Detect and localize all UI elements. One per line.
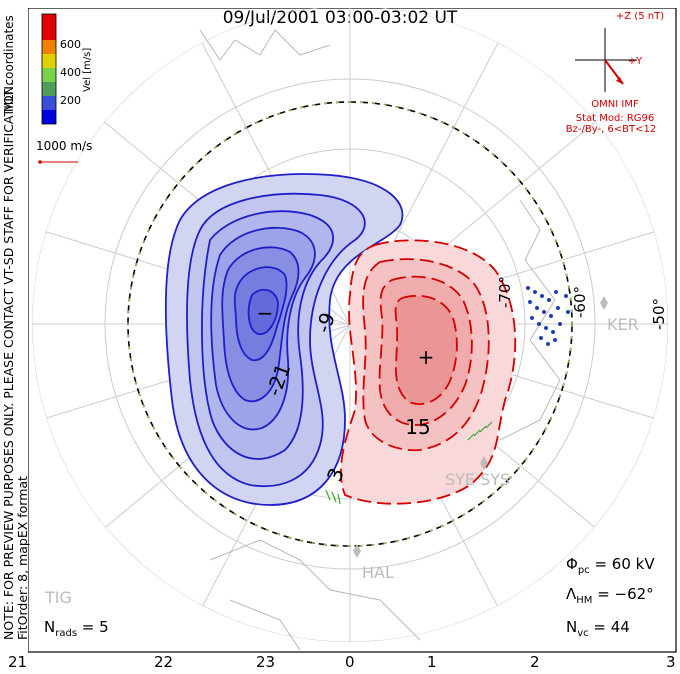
imf-clock-dial	[575, 28, 637, 92]
colorbar-tick-200: 200	[60, 94, 81, 107]
station-marker-sye-sys: SYE SYS	[445, 456, 510, 489]
convection-map: − + -21 -9 15 3 -70° -60° -50° KER SYE S…	[28, 8, 677, 653]
stat-phi-subscript: pc	[577, 565, 590, 576]
stat-nrads-subscript: rads	[55, 628, 78, 639]
colorbar-label: Vel [m/s]	[82, 48, 93, 92]
mlt-tick-21: 21	[8, 653, 28, 671]
mlt-tick-2: 2	[530, 653, 540, 671]
stat-lambda: ΛHM = −62°	[566, 585, 654, 606]
stat-lambda-value: = −62°	[592, 585, 654, 603]
stat-phi: Φpc = 60 kV	[566, 555, 655, 576]
stat-nvc-symbol: N	[566, 618, 578, 636]
coastlines	[199, 29, 561, 651]
imf-y-label: +Y	[627, 56, 643, 67]
station-label-ker: KER	[607, 315, 639, 334]
note-line-1: NOTE: FOR PREVIEW PURPOSES ONLY. PLEASE …	[1, 82, 16, 640]
stat-nrads: Nrads = 5	[44, 618, 109, 639]
mlt-tick-0: 0	[345, 653, 355, 671]
stat-nvc: Nvc = 44	[566, 618, 630, 639]
plot-frame	[28, 8, 677, 653]
stat-phi-value: = 60 kV	[589, 555, 655, 573]
station-label-sye-sys: SYE SYS	[445, 470, 510, 489]
station-marker-ker: KER	[600, 296, 639, 334]
colorbar-tick-400: 400	[60, 66, 81, 79]
imf-z-label: +Z (5 nT)	[615, 11, 665, 22]
mlt-tick-3: 3	[666, 653, 676, 671]
potential-minimum-mark: −	[257, 301, 274, 325]
positive-potential-cell	[339, 239, 517, 505]
imf-model: Stat Mod: RG96	[575, 113, 655, 124]
reference-vector	[38, 160, 78, 164]
imf-source: OMNI IMF	[591, 99, 639, 110]
velocity-vectors-green	[325, 421, 493, 505]
mlt-tick-22: 22	[154, 653, 174, 671]
mlt-tick-23: 23	[256, 653, 276, 671]
plot-title: 09/Jul/2001 03:00-03:02 UT	[222, 8, 458, 28]
stat-nrads-value: = 5	[77, 618, 109, 636]
station-label-hal: HAL	[362, 563, 394, 582]
latitude-label-60: -60°	[571, 286, 589, 318]
contour-label-15: 15	[405, 415, 430, 439]
station-label-tig: TIG	[44, 588, 72, 607]
negative-potential-cell	[164, 173, 404, 506]
velocity-vectors-dawn	[526, 286, 570, 346]
stat-nvc-value: = 44	[588, 618, 630, 636]
colorbar-tick-600: 600	[60, 38, 81, 51]
velocity-colorbar	[41, 13, 57, 125]
stat-nrads-symbol: N	[44, 618, 56, 636]
coordinates-label: MLT coordinates	[2, 15, 16, 112]
stat-nvc-subscript: vc	[577, 628, 589, 639]
imf-condition: Bz-/By-, 6<BT<12	[565, 124, 657, 135]
potential-maximum-mark: +	[418, 345, 435, 369]
latitude-label-50: -50°	[650, 298, 668, 330]
station-marker-hal: HAL	[353, 544, 394, 582]
boundary-green-overlay	[127, 101, 573, 547]
stat-lambda-symbol: Λ	[566, 585, 577, 603]
latitude-label-70: -70°	[496, 276, 514, 308]
reference-vector-label: 1000 m/s	[36, 139, 92, 153]
preview-note: NOTE: FOR PREVIEW PURPOSES ONLY. PLEASE …	[1, 82, 30, 640]
mlt-tick-1: 1	[427, 653, 437, 671]
stat-lambda-subscript: HM	[576, 595, 593, 606]
stat-phi-symbol: Φ	[566, 555, 578, 573]
